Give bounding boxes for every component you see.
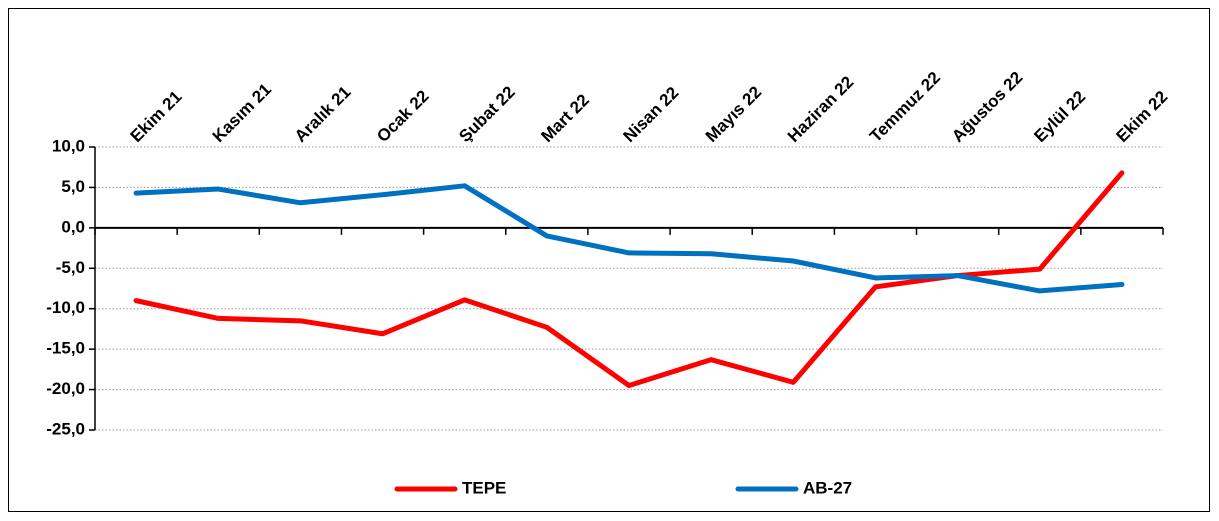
y-tick-label: 5,0 xyxy=(61,177,85,196)
legend-label: AB-27 xyxy=(803,478,852,497)
legend-label: TEPE xyxy=(462,478,506,497)
y-tick-label: -5,0 xyxy=(56,258,85,277)
y-tick-label: -20,0 xyxy=(46,379,85,398)
y-tick-label: -25,0 xyxy=(46,419,85,438)
chart-border xyxy=(8,8,1210,512)
y-tick-label: -15,0 xyxy=(46,339,85,358)
line-series xyxy=(133,183,1125,294)
y-tick-label: 10,0 xyxy=(52,136,85,155)
y-tick-label: -10,0 xyxy=(46,298,85,317)
y-tick-label: 0,0 xyxy=(61,217,85,236)
